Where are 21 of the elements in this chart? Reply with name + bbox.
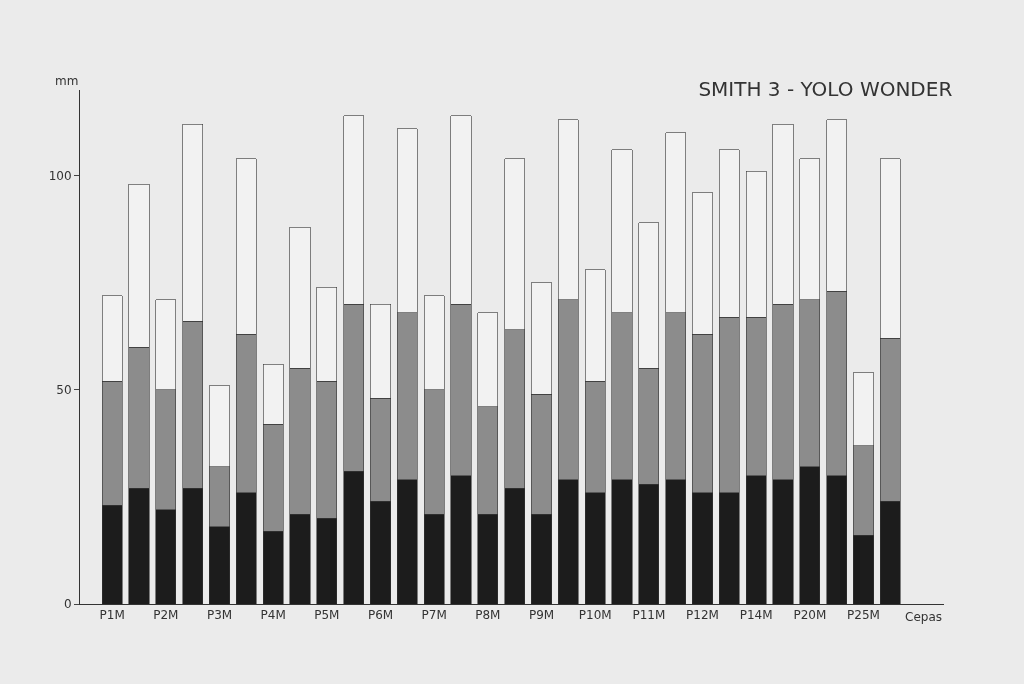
x-tick-label: P25M [847,608,880,623]
x-tick-label: P2M [153,608,179,623]
x-tick-label: P14M [739,608,773,623]
x-tick-label: P8M [475,608,501,623]
x-tick-label: P6M [367,608,394,623]
x-tick-label: P7M [421,608,447,623]
chart-title: SMITH 3 - YOLO WONDER [698,77,953,102]
y-tick-label: 100 [48,168,72,183]
x-tick-label: P20M [793,608,827,623]
x-tick-label: P1M [99,608,125,623]
y-tick-label: 0 [63,597,72,612]
y-axis-title: mm [55,74,79,88]
x-tick-label: P11M [632,608,666,623]
x-tick-label: P12M [686,608,719,623]
x-tick-label: P3M [206,608,233,623]
x-tick-label: P5M [314,608,340,623]
x-axis-title: Cepas [905,610,942,624]
x-tick-label: P4M [260,608,286,623]
x-tick-label: P10M [578,608,612,623]
y-tick-label: 50 [56,383,72,398]
x-tick-label: P9M [528,608,555,623]
